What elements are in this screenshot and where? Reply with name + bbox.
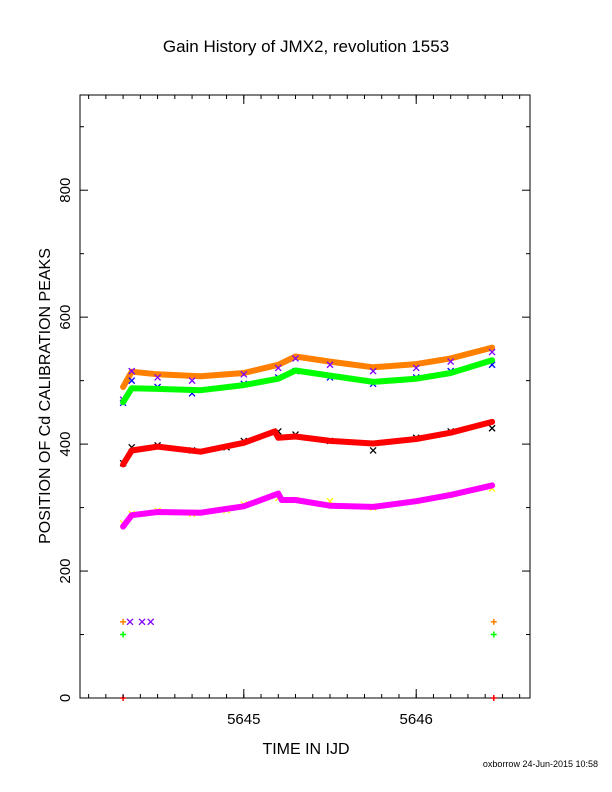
series-10 xyxy=(120,631,497,638)
x-axis-label: TIME IN IJD xyxy=(262,741,349,758)
data-point xyxy=(490,695,497,701)
series-3 xyxy=(120,357,496,406)
data-point xyxy=(128,367,136,375)
data-point xyxy=(147,618,155,626)
x-tick-label: 5645 xyxy=(227,711,260,728)
plot-area: 0 200 400 600 800 5645 5646 xyxy=(57,94,531,728)
footer-credit: oxborrow 24-Jun-2015 10:58 xyxy=(482,759,598,769)
data-point xyxy=(369,367,377,375)
series-2 xyxy=(119,361,496,407)
y-axis-label: POSITION OF Cd CALIBRATION PEAKS xyxy=(37,248,54,544)
data-point xyxy=(138,618,146,626)
series-line xyxy=(120,482,496,530)
series-layer xyxy=(119,344,497,701)
y-tick-label: 0 xyxy=(57,694,74,702)
data-point xyxy=(240,370,248,378)
series-5 xyxy=(120,418,496,468)
series-6 xyxy=(119,485,496,527)
plot-frame xyxy=(79,94,531,699)
data-point xyxy=(488,424,496,432)
chart-title: Gain History of JMX2, revolution 1553 xyxy=(163,37,449,56)
data-point xyxy=(154,373,162,381)
series-8 xyxy=(120,618,497,625)
data-point xyxy=(292,354,299,362)
series-line xyxy=(120,357,496,406)
series-0 xyxy=(120,344,496,390)
y-tick-label: 400 xyxy=(57,432,74,457)
y-tick-label: 200 xyxy=(57,559,74,584)
x-tick-label: 5646 xyxy=(400,711,433,728)
data-point xyxy=(120,631,127,638)
data-point xyxy=(120,618,127,625)
data-point xyxy=(488,348,496,356)
series-4 xyxy=(119,424,496,467)
series-7 xyxy=(120,482,496,530)
data-point xyxy=(188,377,196,385)
data-point xyxy=(490,618,497,625)
series-9 xyxy=(126,618,155,626)
series-1 xyxy=(119,348,496,404)
series-line xyxy=(120,418,496,468)
y-tick-label: 800 xyxy=(57,178,74,203)
data-point xyxy=(128,377,136,385)
data-point xyxy=(412,364,420,372)
data-point xyxy=(326,361,334,369)
data-point xyxy=(447,358,455,366)
data-point xyxy=(126,618,134,626)
y-tick-label: 600 xyxy=(57,305,74,330)
data-point xyxy=(490,631,497,638)
ticks-layer: 0 200 400 600 800 5645 5646 xyxy=(57,95,530,728)
data-point xyxy=(369,446,377,454)
series-line xyxy=(120,344,496,390)
data-point xyxy=(274,364,282,372)
